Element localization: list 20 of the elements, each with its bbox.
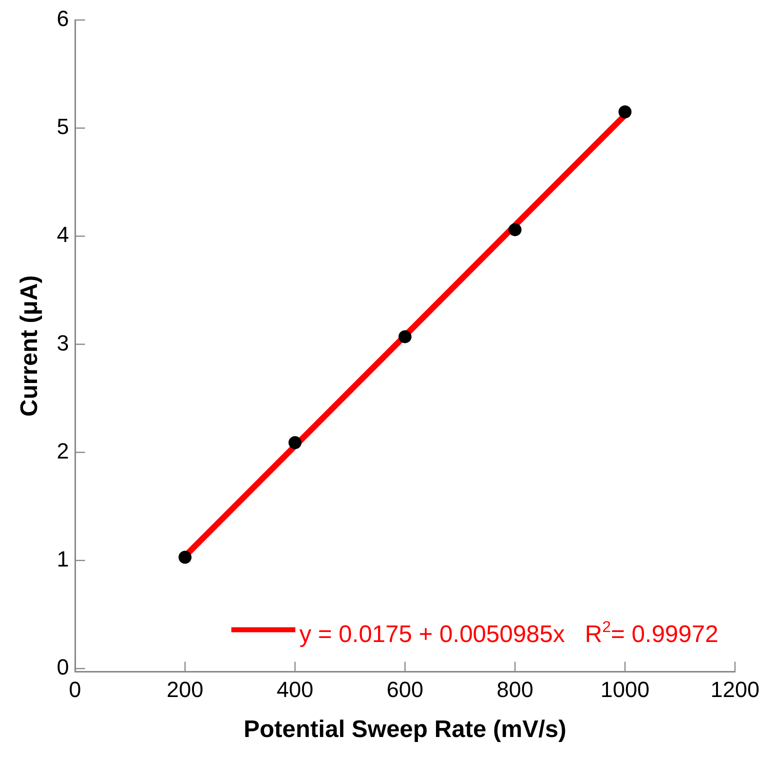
x-tick-label: 800 bbox=[496, 677, 534, 702]
y-tick-label: 2 bbox=[56, 438, 70, 464]
y-tick-label: 0 bbox=[56, 654, 70, 680]
point bbox=[288, 436, 302, 450]
y-tick-label: 4 bbox=[56, 222, 70, 248]
y-tick-label: 6 bbox=[56, 6, 70, 32]
x-tick-label: 600 bbox=[386, 677, 424, 702]
point bbox=[178, 550, 192, 564]
x-axis-title: Potential Sweep Rate (mV/s) bbox=[244, 716, 566, 744]
y-tick-label: 1 bbox=[56, 546, 70, 572]
y-tick-label: 5 bbox=[56, 114, 70, 140]
point bbox=[508, 223, 522, 236]
point bbox=[618, 105, 632, 118]
x-tick-label: 1200 bbox=[710, 677, 760, 702]
point bbox=[398, 330, 412, 344]
x-tick-label: 1000 bbox=[600, 677, 650, 702]
x-tick-label: 400 bbox=[276, 677, 314, 702]
y-axis-title: Current (μA) bbox=[16, 275, 44, 417]
y-tick-label: 3 bbox=[56, 330, 70, 356]
x-tick-label: 200 bbox=[166, 677, 204, 702]
